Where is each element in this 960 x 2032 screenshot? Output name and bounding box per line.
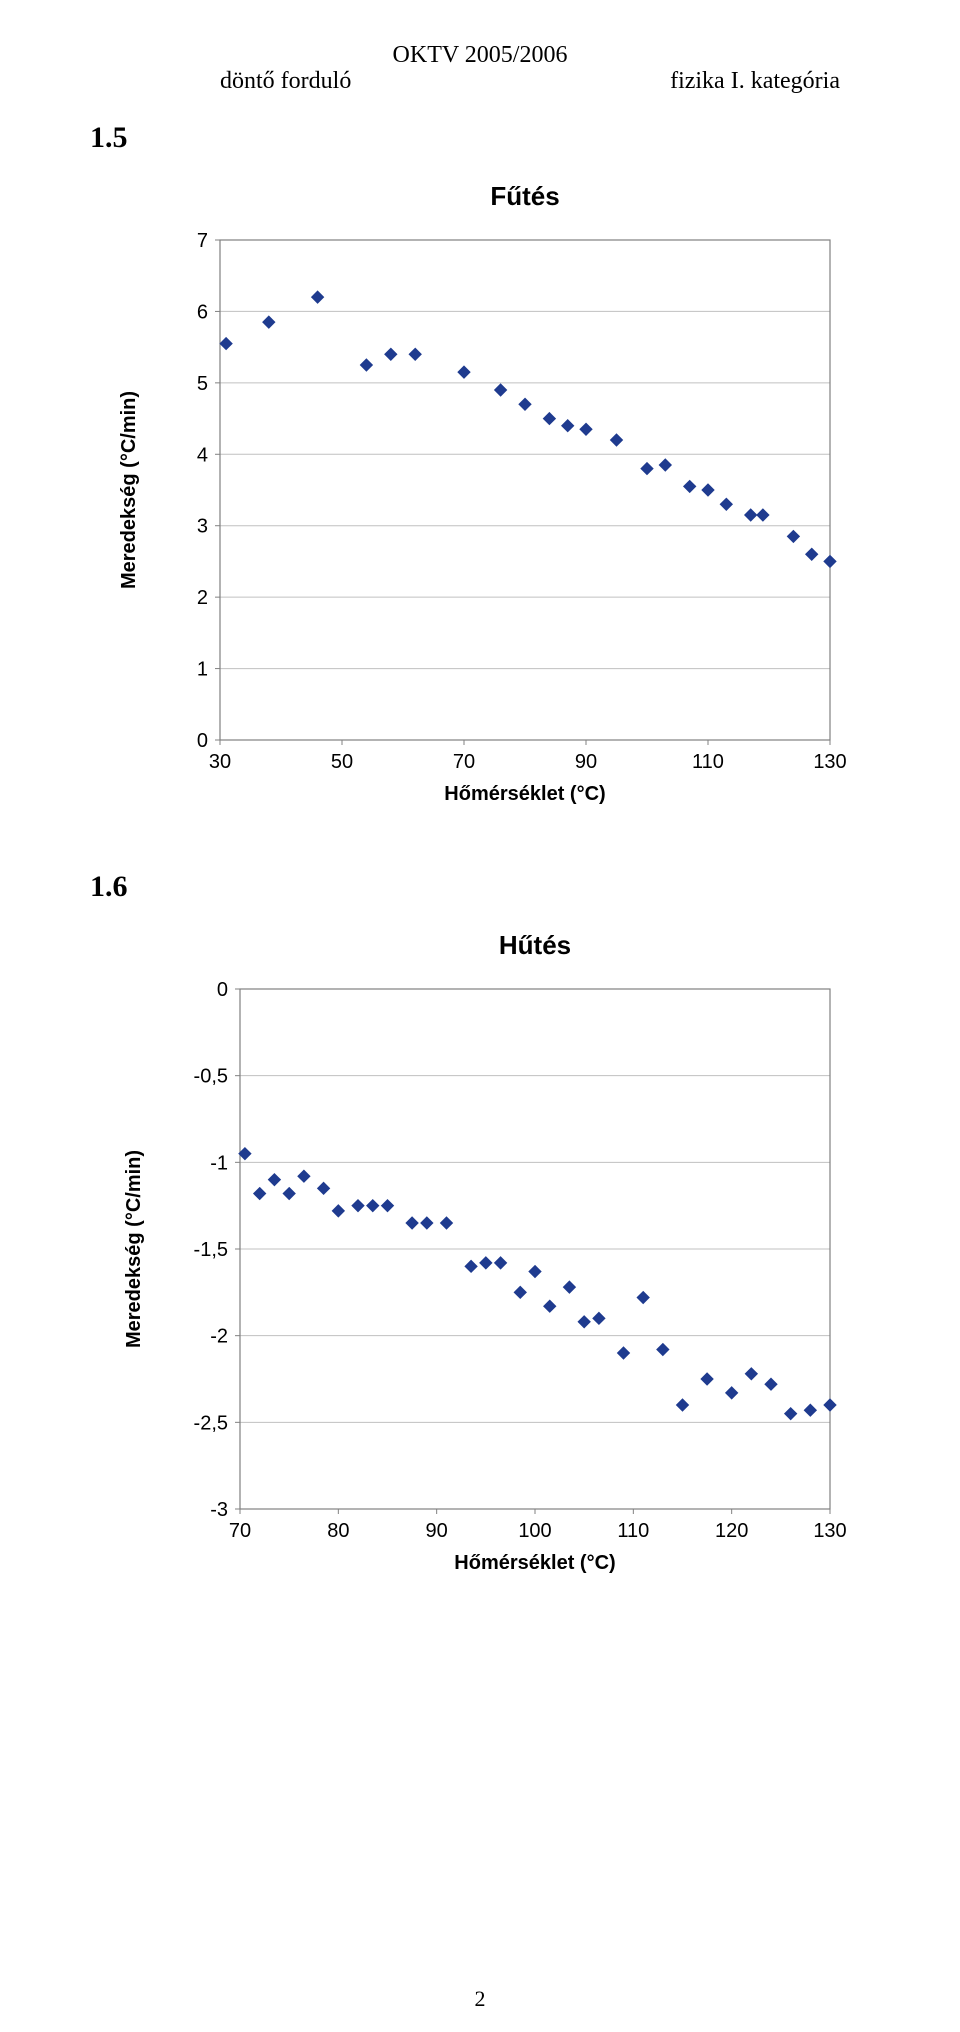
x-tick-label: 130: [813, 1520, 846, 1542]
y-tick-label: 2: [197, 587, 208, 609]
y-tick-label: -2,5: [194, 1413, 228, 1435]
x-tick-label: 90: [575, 751, 597, 773]
y-tick-label: 5: [197, 373, 208, 395]
x-tick-label: 90: [426, 1520, 448, 1542]
chart-title: Fűtés: [490, 181, 559, 211]
y-tick-label: 0: [197, 730, 208, 752]
y-tick-label: 4: [197, 444, 208, 466]
x-tick-label: 70: [229, 1520, 251, 1542]
header-right: fizika I. kategória: [670, 68, 840, 95]
y-tick-label: 1: [197, 659, 208, 681]
section-1-5: 1.5: [90, 121, 870, 155]
chart-futes: Fűtés 0 1 2 3 4 5 6 7 30 50 70 90 110 130 Hőmérséklet (…: [90, 165, 870, 850]
page: OKTV 2005/2006 döntő forduló fizika I. k…: [0, 0, 960, 2032]
x-axis-label: Hőmérséklet (°C): [444, 783, 605, 805]
chart-hutes-svg: Hűtés -3 -2,5 -2 -1,5 -1 -0,5 0 70 80 90 100 110 120 1…: [90, 914, 870, 1614]
y-tick-label: -3: [210, 1499, 228, 1521]
y-tick-label: 0: [217, 979, 228, 1001]
x-tick-label: 110: [692, 751, 724, 773]
x-tick-label: 110: [617, 1520, 649, 1542]
y-tick-label: -2: [210, 1326, 228, 1348]
header-left: döntő forduló: [220, 68, 351, 95]
x-tick-label: 50: [331, 751, 353, 773]
x-tick-label: 30: [209, 751, 231, 773]
y-tick-label: -0,5: [194, 1066, 228, 1088]
chart-title: Hűtés: [499, 930, 571, 960]
x-tick-label: 120: [715, 1520, 748, 1542]
y-tick-label: -1,5: [194, 1239, 228, 1261]
x-tick-label: 130: [813, 751, 846, 773]
y-axis-label: Meredekség (°C/min): [123, 1150, 145, 1348]
x-tick-label: 100: [518, 1520, 551, 1542]
chart-futes-svg: Fűtés 0 1 2 3 4 5 6 7 30 50 70 90 110 130 Hőmérséklet (…: [90, 165, 870, 845]
y-tick-label: 3: [197, 516, 208, 538]
y-tick-label: 7: [197, 230, 208, 252]
x-tick-label: 80: [327, 1520, 349, 1542]
chart-hutes: Hűtés -3 -2,5 -2 -1,5 -1 -0,5 0 70 80 90 100 110 120 1…: [90, 914, 870, 1619]
y-axis-label: Meredekség (°C/min): [118, 391, 140, 589]
header-top-center: OKTV 2005/2006: [90, 40, 870, 71]
y-tick-label: 6: [197, 302, 208, 324]
x-axis-label: Hőmérséklet (°C): [454, 1552, 615, 1574]
page-number: 2: [0, 1986, 960, 2012]
x-tick-label: 70: [453, 751, 475, 773]
section-1-6: 1.6: [90, 870, 870, 904]
y-tick-label: -1: [210, 1153, 228, 1175]
